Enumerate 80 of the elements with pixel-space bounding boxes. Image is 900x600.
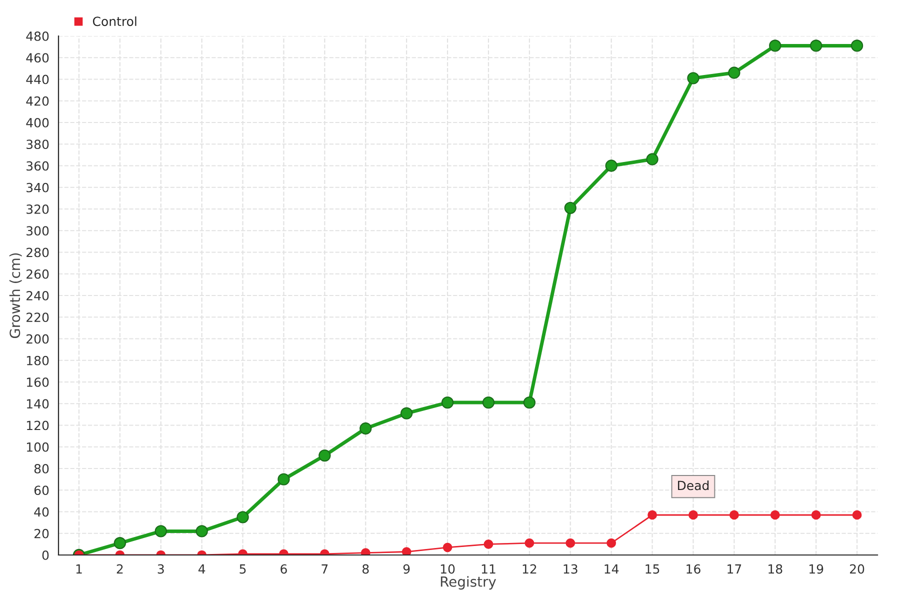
point — [400, 407, 413, 420]
point — [770, 510, 780, 520]
point — [318, 449, 331, 462]
y-tick-label: 220 — [26, 312, 49, 322]
x-tick-label: 10 — [440, 564, 455, 574]
x-tick-label: 19 — [809, 564, 824, 574]
x-tick-label: 2 — [116, 564, 123, 574]
point — [236, 511, 249, 524]
point — [728, 66, 740, 79]
x-tick-label: 17 — [728, 564, 742, 574]
annotation: Dead — [678, 480, 709, 490]
x-tick-label: 5 — [240, 564, 246, 574]
y-tick-label: 320 — [26, 204, 49, 214]
x-tick-label: 7 — [322, 564, 328, 574]
point — [687, 72, 700, 84]
x-tick-label: 20 — [850, 564, 864, 574]
point — [278, 473, 290, 486]
point — [523, 396, 536, 409]
y-tick-label: 40 — [34, 507, 49, 517]
point — [646, 153, 658, 166]
point — [688, 510, 698, 520]
x-tick-label: 3 — [158, 564, 164, 574]
y-tick-label: 160 — [26, 377, 49, 387]
y-tick-label: 200 — [26, 334, 49, 344]
x-tick-label: 14 — [604, 564, 619, 574]
y-tick-label: 480 — [26, 31, 49, 41]
x-tick-label: 15 — [646, 564, 660, 574]
x-tick-label: 12 — [522, 564, 536, 574]
y-tick-label: 100 — [26, 442, 49, 452]
y-tick-label: 400 — [26, 118, 49, 128]
point — [606, 538, 616, 548]
y-tick-label: 420 — [26, 96, 49, 106]
x-tick-label: 6 — [280, 564, 287, 574]
point — [154, 525, 167, 538]
y-tick-label: 380 — [26, 140, 49, 150]
point — [729, 510, 739, 520]
point — [402, 547, 412, 555]
point — [442, 542, 452, 552]
point — [564, 202, 576, 214]
point — [850, 40, 864, 52]
point — [566, 538, 576, 548]
point — [648, 510, 657, 520]
x-tick-label: 8 — [362, 564, 369, 574]
x-tick-label: 1 — [76, 564, 82, 574]
y-tick-label: 340 — [26, 182, 49, 192]
x-axis-title: Registry — [440, 576, 496, 590]
x-tick-label: 18 — [768, 564, 782, 574]
point — [360, 422, 372, 435]
y-tick-label: 140 — [26, 399, 49, 409]
point — [524, 538, 534, 548]
y-tick-label: 460 — [26, 53, 49, 63]
x-tick-label: 9 — [403, 564, 410, 574]
y-tick-label: 80 — [34, 464, 49, 474]
point — [605, 160, 618, 172]
y-tick-label: 300 — [26, 226, 49, 236]
y-tick-label: 280 — [26, 248, 49, 258]
legend-label: Control — [92, 16, 136, 26]
y-tick-label: 120 — [26, 420, 49, 430]
point — [811, 510, 821, 520]
point — [196, 525, 208, 538]
point — [852, 510, 862, 520]
x-tick-label: 13 — [564, 564, 578, 574]
y-tick-label: 440 — [26, 74, 49, 84]
y-tick-label: 360 — [26, 161, 49, 171]
point — [810, 40, 822, 52]
y-tick-label: 260 — [26, 269, 49, 279]
y-tick-label: 20 — [34, 528, 49, 538]
y-tick-label: 60 — [34, 486, 49, 496]
y-axis-title: Growth (cm) — [9, 253, 22, 338]
point — [114, 537, 126, 550]
point — [441, 396, 454, 409]
x-tick-label: 16 — [686, 564, 700, 574]
point — [482, 396, 495, 409]
x-tick-label: 4 — [198, 564, 206, 574]
point — [769, 40, 782, 52]
point — [484, 540, 494, 549]
y-tick-label: 180 — [26, 356, 49, 366]
y-tick-label: 240 — [26, 290, 49, 300]
y-tick-label: 0 — [42, 550, 49, 560]
x-tick-label: 11 — [482, 564, 496, 574]
